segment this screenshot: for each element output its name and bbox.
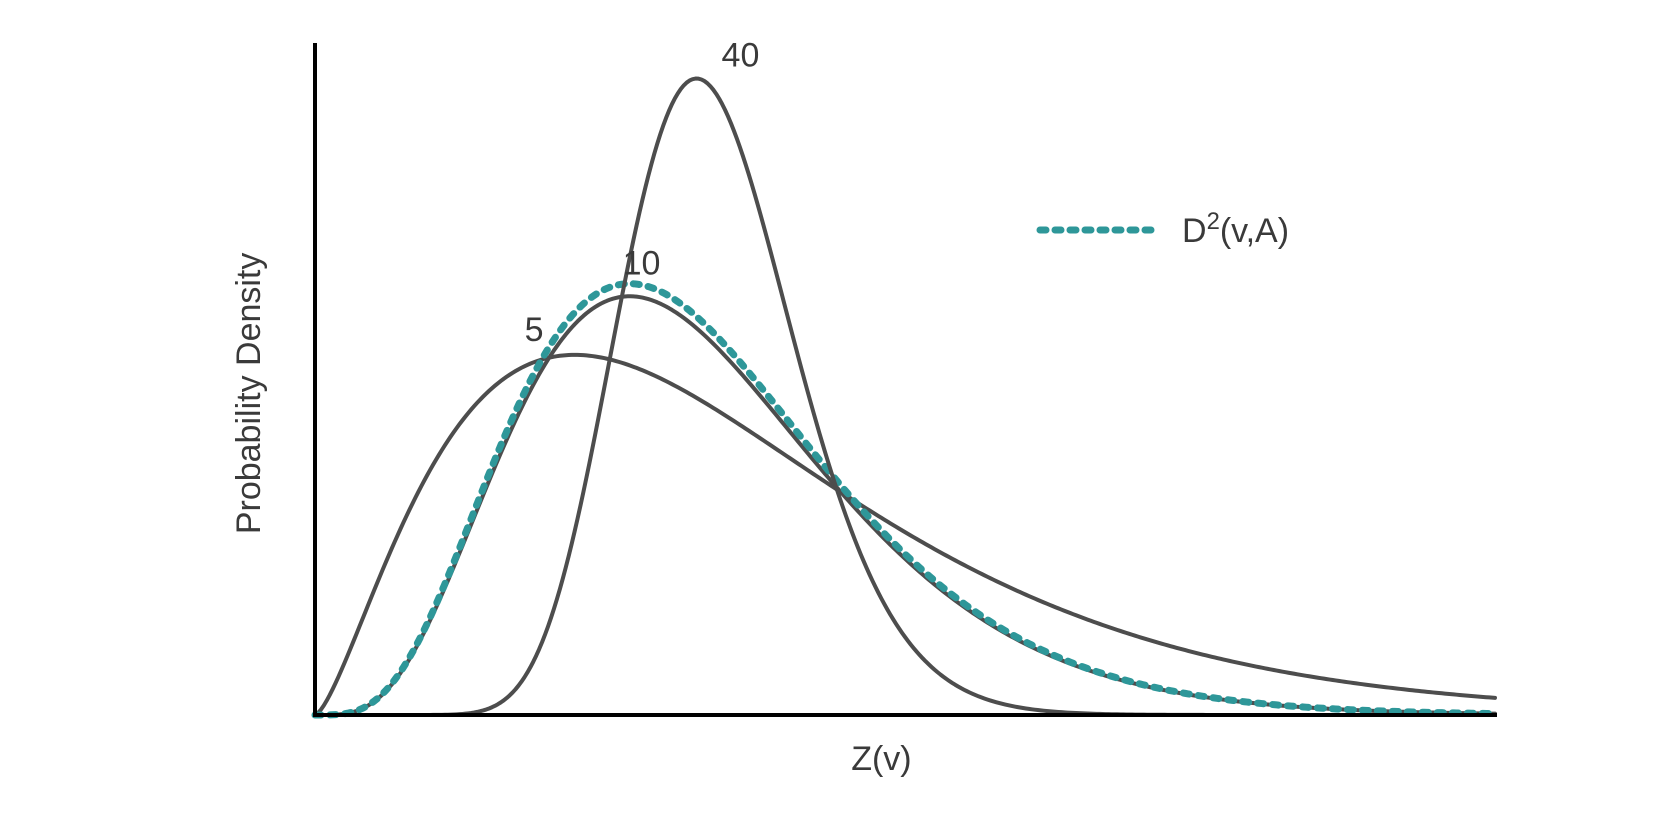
curve-curve40 [315,79,1495,715]
x-axis-label: Z(v) [851,740,911,778]
curve-d2 [315,284,1495,715]
legend-label: D2(v,A) [1182,208,1289,251]
curve-label-curve5: 5 [525,311,544,349]
y-axis-label: Probability Density [230,253,268,535]
curve-label-curve10: 10 [623,244,661,282]
curve-curve10 [315,296,1495,715]
curve-label-curve40: 40 [722,37,760,75]
curve-curve5 [315,355,1495,715]
